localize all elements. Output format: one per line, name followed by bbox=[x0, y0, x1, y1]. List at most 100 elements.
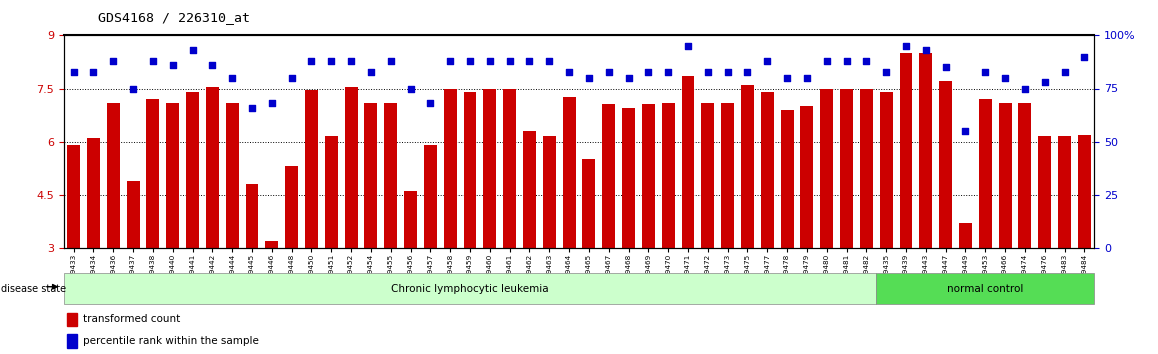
Point bbox=[877, 69, 895, 74]
Point bbox=[798, 75, 816, 81]
Text: disease state: disease state bbox=[1, 284, 66, 293]
Point bbox=[461, 58, 479, 64]
Bar bbox=[761, 92, 774, 248]
Point bbox=[957, 128, 975, 134]
Bar bbox=[1058, 136, 1071, 248]
Bar bbox=[523, 131, 536, 248]
Point bbox=[263, 101, 281, 106]
Bar bbox=[919, 53, 932, 248]
Point bbox=[422, 101, 440, 106]
Bar bbox=[780, 110, 793, 248]
Bar bbox=[265, 241, 278, 248]
Bar bbox=[661, 103, 675, 248]
Point bbox=[124, 86, 142, 91]
Bar bbox=[1019, 103, 1032, 248]
Point bbox=[937, 64, 955, 70]
Bar bbox=[463, 92, 476, 248]
Point bbox=[778, 75, 797, 81]
Bar bbox=[563, 97, 576, 248]
Bar bbox=[126, 181, 139, 248]
Point bbox=[738, 69, 756, 74]
Point bbox=[144, 58, 162, 64]
Point bbox=[659, 69, 677, 74]
Bar bbox=[324, 136, 338, 248]
Text: normal control: normal control bbox=[947, 284, 1024, 293]
Bar bbox=[186, 92, 199, 248]
Bar bbox=[285, 166, 298, 248]
Point bbox=[857, 58, 875, 64]
Bar bbox=[424, 145, 437, 248]
Point bbox=[163, 62, 182, 68]
Point bbox=[65, 69, 83, 74]
Point bbox=[402, 86, 420, 91]
Bar bbox=[721, 103, 734, 248]
Bar bbox=[702, 103, 714, 248]
Bar bbox=[582, 159, 595, 248]
Point bbox=[580, 75, 599, 81]
Point bbox=[1035, 79, 1054, 85]
Text: transformed count: transformed count bbox=[83, 314, 179, 325]
Bar bbox=[483, 88, 497, 248]
Point bbox=[837, 58, 856, 64]
Bar bbox=[682, 76, 695, 248]
Point bbox=[183, 47, 201, 53]
Point bbox=[203, 62, 221, 68]
Point bbox=[679, 43, 697, 49]
Point bbox=[342, 58, 360, 64]
Bar bbox=[877, 273, 1094, 304]
Point bbox=[1075, 54, 1093, 59]
Bar bbox=[939, 81, 952, 248]
Point bbox=[976, 69, 995, 74]
Point bbox=[540, 58, 558, 64]
Bar bbox=[245, 184, 258, 248]
Bar bbox=[66, 313, 76, 326]
Bar bbox=[167, 103, 179, 248]
Bar bbox=[840, 88, 853, 248]
Point bbox=[620, 75, 638, 81]
Point bbox=[85, 69, 103, 74]
Point bbox=[481, 58, 499, 64]
Point bbox=[758, 58, 777, 64]
Point bbox=[381, 58, 400, 64]
Bar bbox=[206, 87, 219, 248]
Bar bbox=[384, 103, 397, 248]
Bar bbox=[67, 145, 80, 248]
Bar bbox=[622, 108, 635, 248]
Point bbox=[361, 69, 380, 74]
Bar bbox=[504, 88, 516, 248]
Bar bbox=[305, 90, 318, 248]
Bar bbox=[64, 273, 877, 304]
Point bbox=[500, 58, 519, 64]
Text: percentile rank within the sample: percentile rank within the sample bbox=[83, 336, 258, 346]
Point bbox=[322, 58, 340, 64]
Bar bbox=[66, 334, 76, 348]
Point bbox=[996, 75, 1014, 81]
Point bbox=[639, 69, 658, 74]
Bar bbox=[1039, 136, 1051, 248]
Bar bbox=[880, 92, 893, 248]
Bar bbox=[998, 103, 1012, 248]
Bar bbox=[741, 85, 754, 248]
Bar bbox=[543, 136, 556, 248]
Text: Chronic lymphocytic leukemia: Chronic lymphocytic leukemia bbox=[391, 284, 549, 293]
Point bbox=[818, 58, 836, 64]
Bar bbox=[800, 106, 813, 248]
Bar bbox=[959, 223, 972, 248]
Bar bbox=[87, 138, 100, 248]
Point bbox=[718, 69, 736, 74]
Text: GDS4168 / 226310_at: GDS4168 / 226310_at bbox=[98, 11, 250, 24]
Bar bbox=[1078, 135, 1091, 248]
Point bbox=[283, 75, 301, 81]
Point bbox=[104, 58, 123, 64]
Point bbox=[600, 69, 618, 74]
Point bbox=[1055, 69, 1073, 74]
Bar bbox=[404, 191, 417, 248]
Bar bbox=[226, 103, 239, 248]
Bar bbox=[146, 99, 160, 248]
Point bbox=[1016, 86, 1034, 91]
Bar bbox=[820, 88, 834, 248]
Bar bbox=[107, 103, 119, 248]
Point bbox=[302, 58, 321, 64]
Bar bbox=[860, 88, 873, 248]
Bar bbox=[444, 88, 456, 248]
